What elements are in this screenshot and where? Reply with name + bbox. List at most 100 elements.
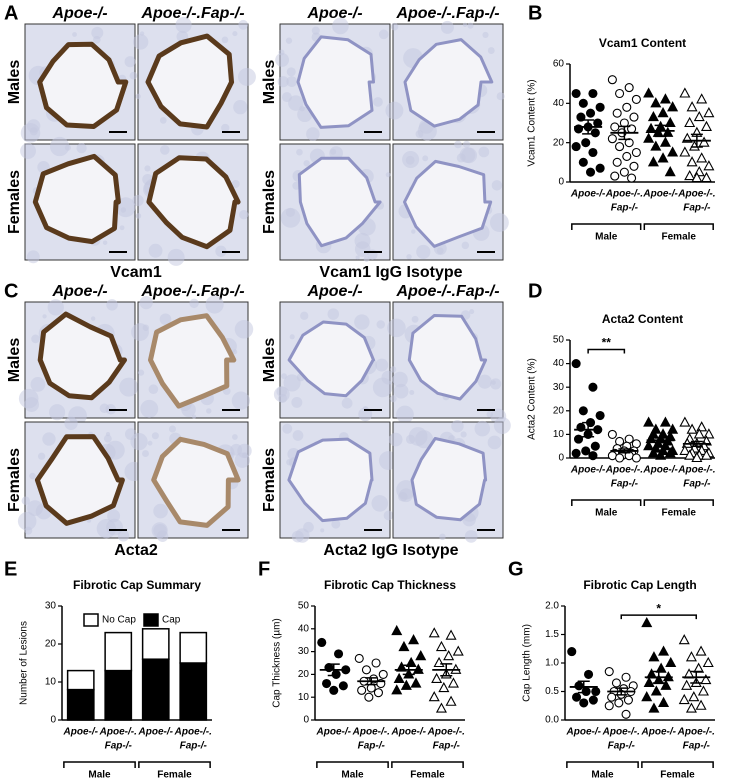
- tissue-texture: [159, 145, 170, 155]
- vessel-wall: [148, 313, 237, 409]
- data-point: [317, 637, 327, 648]
- data-point: [679, 416, 691, 427]
- data-point: [373, 688, 384, 698]
- tissue-texture: [354, 314, 370, 330]
- chart-title: Fibrotic Cap Thickness: [324, 578, 456, 592]
- x-tick-label: Apoe-/-.: [352, 727, 390, 738]
- data-point: [393, 672, 405, 684]
- data-point: [571, 448, 581, 458]
- data-point: [643, 676, 655, 687]
- row-label: Females: [6, 448, 23, 512]
- vessel-wall: [410, 437, 488, 522]
- tissue-texture: [285, 37, 293, 44]
- data-point: [604, 666, 614, 677]
- tissue-texture: [469, 309, 475, 315]
- tissue-texture: [451, 419, 464, 433]
- data-point: [686, 101, 698, 112]
- data-point: [647, 447, 659, 458]
- data-point: [571, 359, 581, 369]
- data-point: [643, 416, 655, 427]
- x-tick-label: Fap-/-: [105, 741, 133, 752]
- vessel-wall: [287, 320, 375, 398]
- tissue-texture: [148, 243, 163, 258]
- tissue-texture: [37, 452, 46, 460]
- column-header: Apoe-/-.Fap-/-: [395, 283, 499, 300]
- data-point: [631, 94, 641, 104]
- panel-letter: C: [4, 280, 18, 302]
- group-bracket: [571, 499, 642, 506]
- panel-letter: D: [528, 280, 542, 302]
- tissue-texture: [405, 155, 415, 165]
- tissue-texture: [93, 35, 101, 44]
- tissue-texture: [491, 180, 503, 191]
- data-point: [415, 650, 427, 661]
- caption: Vcam1: [110, 264, 162, 281]
- data-point: [591, 686, 601, 697]
- x-tick-label: Apoe-/-: [642, 465, 678, 476]
- panel-letter: E: [4, 558, 17, 580]
- data-point: [698, 136, 710, 147]
- data-point: [410, 677, 422, 688]
- y-axis-label: Cap Length (mm): [522, 624, 533, 702]
- y-tick-label: 20: [298, 669, 310, 680]
- tissue-texture: [117, 530, 130, 542]
- sem-bar: [690, 670, 703, 684]
- bar-segment: [104, 631, 133, 672]
- sem-bar: [615, 687, 628, 696]
- data-point: [664, 116, 676, 128]
- tissue-texture: [132, 194, 144, 207]
- caption: Acta2 IgG Isotype: [323, 542, 458, 559]
- y-tick-label: 0: [303, 715, 309, 726]
- x-tick-label: Apoe-/-: [641, 727, 677, 738]
- tissue-texture: [396, 405, 414, 424]
- tissue-texture: [215, 245, 227, 257]
- legend-label: No Cap: [102, 615, 136, 626]
- group-label: Female: [410, 770, 445, 781]
- data-point: [612, 108, 622, 118]
- tissue-texture: [139, 295, 153, 310]
- tissue-texture: [280, 208, 301, 228]
- data-point: [648, 651, 660, 662]
- y-tick-label: 10: [298, 692, 310, 703]
- tissue-texture: [411, 315, 419, 323]
- tissue-texture: [411, 229, 416, 234]
- x-tick-label: Apoe-/-.: [677, 189, 715, 200]
- data-point: [405, 656, 417, 668]
- tissue-texture: [72, 32, 77, 37]
- data-point: [643, 440, 655, 451]
- tissue-texture: [327, 308, 340, 320]
- vessel-wall: [37, 311, 127, 401]
- tissue-texture: [460, 431, 467, 438]
- tissue-texture: [64, 144, 71, 151]
- x-tick-label: Apoe-/-: [316, 727, 352, 738]
- y-tick-label: 30: [553, 382, 565, 393]
- sem-bar: [654, 124, 667, 138]
- tissue-texture: [283, 374, 301, 392]
- sem-bar: [618, 448, 631, 454]
- tissue-texture: [137, 369, 145, 376]
- data-point: [588, 695, 598, 705]
- row-label: Females: [261, 170, 278, 234]
- data-point: [398, 640, 410, 652]
- data-point: [631, 147, 641, 158]
- tissue-texture: [107, 509, 121, 523]
- vessel-wall: [297, 156, 382, 248]
- data-point: [688, 691, 700, 702]
- data-point: [679, 444, 691, 455]
- data-point: [615, 453, 625, 463]
- data-point: [659, 93, 671, 104]
- y-tick-label: 40: [298, 623, 310, 634]
- data-point: [684, 116, 696, 128]
- data-point: [604, 701, 614, 711]
- legend-swatch: [143, 613, 159, 627]
- data-point: [610, 122, 620, 132]
- tissue-texture: [234, 452, 250, 468]
- x-tick-label: Fap-/-: [433, 741, 461, 752]
- x-tick-label: Apoe-/-: [138, 727, 174, 738]
- tissue-texture: [372, 377, 393, 398]
- tissue-texture: [124, 56, 136, 68]
- x-tick-label: Fap-/-: [683, 203, 711, 214]
- group-bracket: [643, 223, 714, 230]
- sem-bar: [582, 119, 595, 135]
- tissue-texture: [191, 414, 197, 419]
